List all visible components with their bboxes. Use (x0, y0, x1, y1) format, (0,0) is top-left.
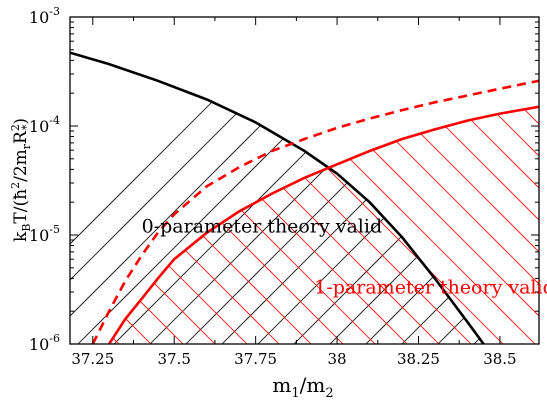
x-axis-ticks: 37.25 37.5 37.75 38 38.25 38.5 (71, 17, 517, 368)
y-tick-label-3: 10-3 (29, 5, 60, 27)
red-hatch-line (540, 0, 547, 397)
x-tick-label-1: 37.5 (158, 350, 191, 368)
red-hatch-line (109, 106, 493, 344)
plot-border (69, 16, 540, 345)
red-hatch-line (315, 106, 539, 344)
red-hatch-line (219, 106, 539, 344)
black-hatch-line (70, 52, 361, 344)
series-line-1 (108, 105, 539, 344)
x-axis-label: m1/m2 (272, 373, 333, 401)
red-hatch-line (123, 106, 525, 344)
red-hatch-line (109, 106, 269, 344)
y-tick-label-2: 10-4 (29, 114, 60, 136)
red-hatch-line (109, 106, 301, 344)
red-hatch-line (251, 106, 539, 344)
red-hatch-line (283, 106, 539, 344)
black-hatch-line (70, 52, 469, 344)
x-tick-label-2: 37.75 (234, 350, 277, 368)
series-line-2 (91, 79, 539, 344)
red-hatch-line (187, 106, 539, 344)
x-tick-label-5: 38.5 (483, 350, 516, 368)
y-tick-label-1: 10-5 (29, 223, 60, 245)
red-hatch-line (109, 106, 237, 344)
black-hatch-line (70, 52, 433, 344)
black-hatch-line (355, 52, 484, 344)
x-tick-label-0: 37.25 (71, 350, 114, 368)
y-tick-label-0: 10-6 (29, 332, 60, 354)
series-line-0 (70, 51, 485, 344)
x-tick-label-3: 38 (328, 350, 347, 368)
series-layer (70, 51, 539, 344)
black-hatch-line (319, 52, 484, 344)
black-hatch-line (70, 52, 397, 344)
y-axis-label: kBT/(ħ2/2mrR2*) (9, 118, 33, 242)
red-hatch-line (155, 106, 539, 344)
red-hatch-line (109, 106, 205, 344)
annotation-0-parameter: 0-parameter theory valid (142, 216, 382, 238)
x-tick-label-4: 38.25 (397, 350, 440, 368)
black-hatch-line (103, 52, 484, 344)
annotation-1-parameter: 1-parameter theory valid (314, 277, 547, 299)
y-axis-ticks: 10-6 10-5 10-4 10-3 (29, 5, 539, 354)
